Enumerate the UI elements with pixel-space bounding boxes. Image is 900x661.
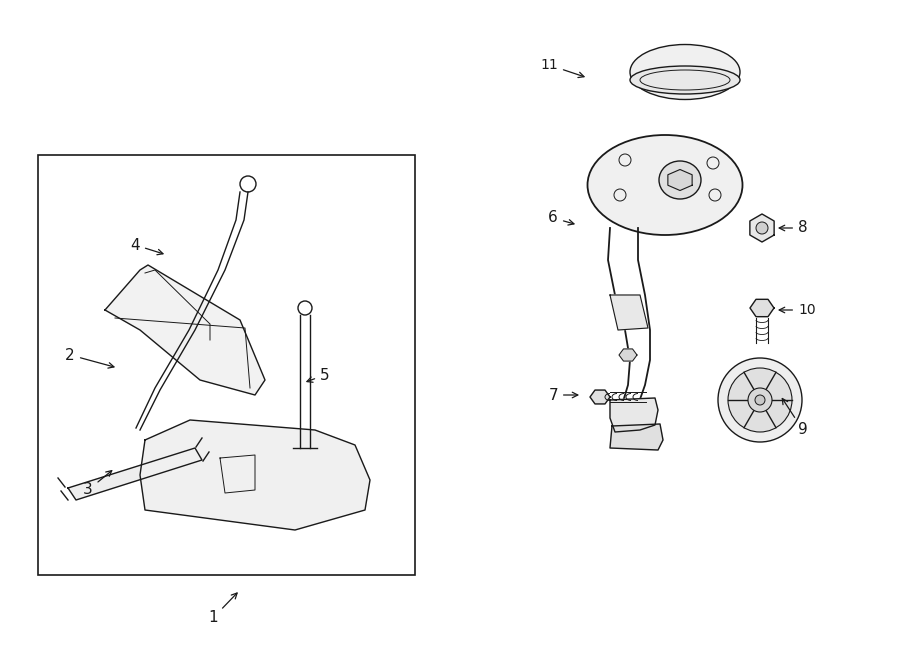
Polygon shape: [68, 448, 202, 500]
Circle shape: [728, 368, 792, 432]
Text: 9: 9: [782, 399, 808, 438]
Text: 8: 8: [779, 221, 807, 235]
Text: 11: 11: [540, 58, 584, 77]
Polygon shape: [610, 295, 648, 330]
Ellipse shape: [588, 135, 742, 235]
Polygon shape: [140, 420, 370, 530]
Circle shape: [718, 358, 802, 442]
Circle shape: [755, 395, 765, 405]
Circle shape: [748, 388, 772, 412]
Text: 10: 10: [779, 303, 815, 317]
Polygon shape: [610, 398, 658, 432]
Ellipse shape: [630, 66, 740, 94]
Polygon shape: [668, 169, 692, 190]
Ellipse shape: [659, 161, 701, 199]
Text: 3: 3: [83, 471, 112, 498]
Text: 4: 4: [130, 237, 163, 254]
Polygon shape: [619, 349, 637, 361]
Polygon shape: [590, 390, 610, 404]
Polygon shape: [610, 424, 663, 450]
Polygon shape: [750, 299, 774, 317]
Bar: [38, 155, 415, 575]
Polygon shape: [750, 214, 774, 242]
Text: 5: 5: [307, 368, 329, 383]
Polygon shape: [105, 265, 265, 395]
Text: 6: 6: [548, 210, 574, 225]
Text: 2: 2: [66, 348, 114, 368]
Text: 1: 1: [208, 593, 237, 625]
Text: 7: 7: [548, 387, 578, 403]
Ellipse shape: [630, 44, 740, 100]
Circle shape: [756, 222, 768, 234]
